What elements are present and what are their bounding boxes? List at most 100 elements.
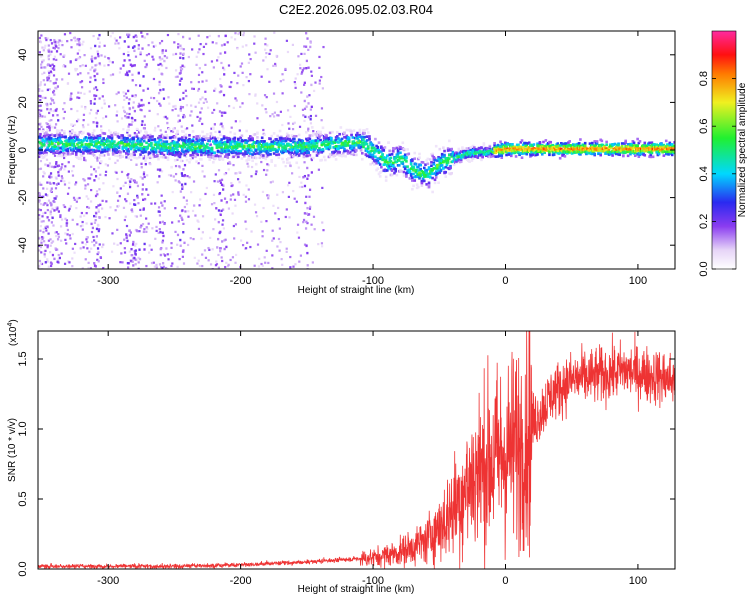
spectrogram-speckle: [268, 80, 271, 83]
spectrogram-speckle: [197, 73, 201, 77]
spectrogram-ridge-cell: [599, 153, 602, 157]
spectrogram-speckle: [184, 127, 187, 131]
spectrogram-ridge-cell: [297, 154, 301, 157]
spectrogram-ridge-cell: [498, 154, 501, 157]
spectrogram-ridge-cell: [480, 146, 483, 149]
spectrogram-speckle: [134, 244, 137, 247]
spectrogram-speckle: [303, 83, 306, 86]
spectrogram-speckle: [227, 64, 231, 67]
spectrogram-streak: [141, 193, 144, 196]
spectrogram-speckle: [115, 92, 118, 96]
spectrogram-ridge-cell: [391, 164, 395, 168]
spectrogram-speckle: [240, 62, 244, 65]
spectrogram-ridge-cell: [346, 149, 350, 153]
spectrogram-speckle: [147, 52, 151, 56]
spectrogram-ridge-cell: [108, 157, 111, 161]
spectrogram-ridge-cell: [408, 176, 412, 180]
spectrogram-speckle: [255, 170, 258, 173]
spectrogram-speckle: [221, 223, 224, 226]
spectrogram-speckle: [43, 137, 46, 140]
spectrogram-ridge-cell: [51, 125, 54, 129]
spectrogram-speckle: [276, 245, 279, 248]
spectrogram-speckle: [71, 169, 74, 173]
spectrogram-ridge-cell: [82, 151, 85, 155]
spectrogram-ridge-cell: [52, 149, 55, 153]
spectrogram-ridge-cell: [146, 134, 150, 138]
spectrogram-ridge-cell: [558, 145, 562, 149]
spectrogram-ridge-cell: [92, 148, 96, 152]
spectrogram-ridge-cell: [158, 150, 161, 154]
spectrogram-speckle: [284, 165, 287, 168]
spectrogram-speckle: [201, 253, 204, 256]
spectrogram-ridge-cell: [42, 142, 46, 146]
spectrogram-speckle: [277, 218, 280, 221]
spectrogram-ridge-cell: [433, 158, 437, 162]
spectrogram-ridge-cell: [626, 154, 630, 158]
spectrogram-ridge-cell: [307, 144, 310, 148]
spectrogram-speckle: [82, 113, 86, 116]
spectrogram-speckle: [38, 259, 42, 263]
spectrogram-speckle: [62, 204, 65, 207]
spectrogram-speckle: [40, 251, 43, 254]
spectrogram-ridge-cell: [399, 145, 402, 149]
spectrogram-ridge-cell: [384, 175, 388, 179]
spectrogram-speckle: [126, 174, 129, 177]
spectrogram-speckle: [140, 31, 143, 34]
spectrogram-speckle: [281, 123, 284, 127]
spectrogram-ridge-cell: [439, 156, 443, 160]
spectrogram-ridge-cell: [289, 143, 293, 146]
spectrogram-speckle: [103, 99, 106, 102]
spectrogram-ridge-cell: [148, 151, 152, 155]
spectrogram-ridge-cell: [46, 129, 49, 132]
spectrogram-streak: [54, 197, 57, 200]
spectrogram-streak: [122, 64, 125, 67]
spectrogram-ridge-cell: [80, 143, 84, 147]
spectrogram-ridge-cell: [135, 135, 139, 139]
spectrogram-speckle: [77, 39, 80, 42]
spectrogram-speckle: [51, 207, 54, 210]
spectrogram-streak: [51, 114, 55, 117]
spectrogram-ridge-cell: [206, 151, 209, 155]
spectrogram-speckle: [47, 44, 50, 47]
spectrogram-ridge-cell: [210, 146, 214, 150]
spectrogram-ridge-cell: [378, 163, 382, 166]
spectrogram-speckle: [312, 150, 315, 153]
spectrogram-ridge-cell: [643, 143, 647, 146]
spectrogram-ridge-cell: [561, 142, 564, 146]
spectrogram-ridge-cell: [265, 149, 269, 153]
spectrogram-ridge-cell: [455, 161, 458, 165]
spectrogram-ridge-cell: [505, 153, 508, 157]
spectrogram-ridge-cell: [188, 148, 191, 152]
spectrogram-ridge-cell: [637, 155, 641, 159]
spectrogram-speckle: [258, 257, 261, 260]
spectrogram-ridge-cell: [134, 143, 138, 147]
spectrogram-speckle: [71, 265, 74, 268]
spectrogram-speckle: [43, 240, 46, 243]
spectrogram-speckle: [244, 200, 248, 203]
spectrogram-ridge-cell: [302, 143, 306, 147]
spectrogram-streak: [93, 74, 96, 78]
spectrogram-speckle: [122, 128, 125, 131]
spectrogram-streak: [49, 264, 53, 268]
spectrogram-streak: [133, 64, 136, 67]
spectrogram-ridge-cell: [144, 159, 147, 162]
spectrogram-speckle: [277, 237, 281, 241]
spectrogram-speckle: [303, 161, 306, 164]
spectrogram-ridge-cell: [247, 156, 251, 160]
spectrogram-ridge-cell: [490, 152, 494, 156]
spectrogram-ridge-cell: [430, 161, 433, 164]
spectrogram-speckle: [309, 122, 313, 125]
spectrogram-speckle: [229, 258, 232, 262]
spectrogram-ridge-cell: [417, 169, 420, 172]
spectrogram-ridge-cell: [70, 123, 73, 126]
spectrogram-ridge-cell: [455, 158, 458, 162]
spectrogram-ridge-cell: [269, 153, 272, 156]
spectrogram-speckle: [213, 180, 216, 183]
spectrogram-ridge-cell: [279, 143, 283, 147]
spectrogram-ridge-cell: [436, 159, 439, 162]
spectrogram-streak: [96, 247, 100, 250]
spectrogram-ridge-cell: [338, 154, 341, 157]
spectrogram-streak: [179, 109, 182, 112]
spectrogram-speckle: [133, 181, 137, 184]
spectrogram-speckle: [47, 70, 50, 73]
